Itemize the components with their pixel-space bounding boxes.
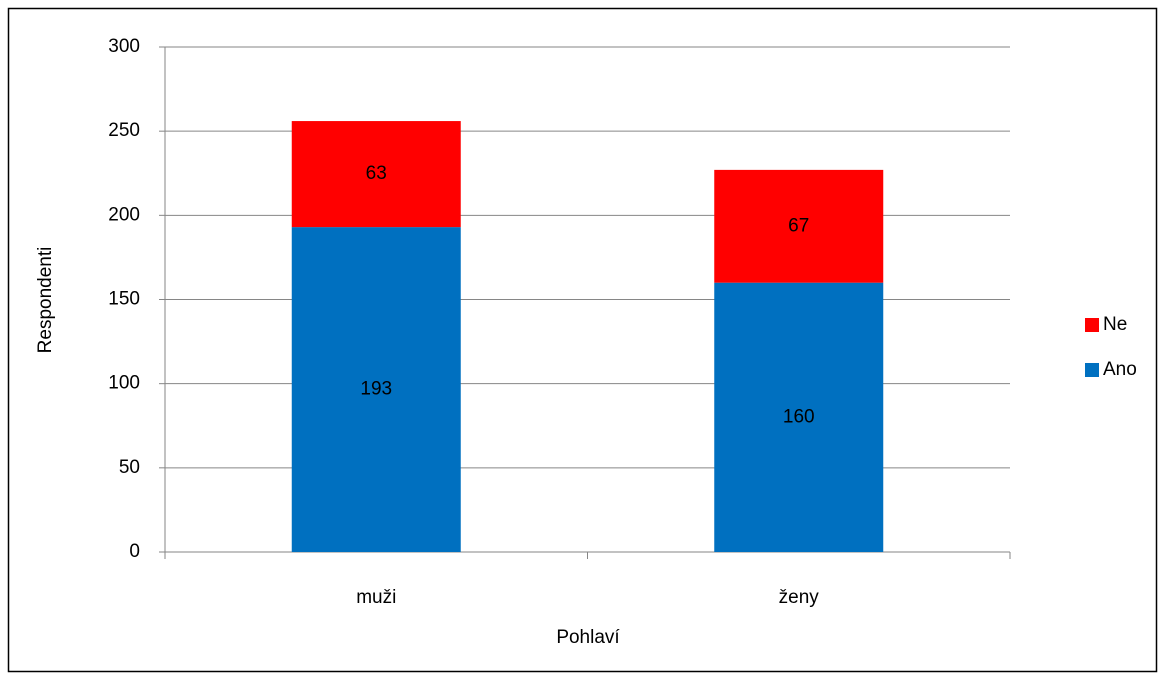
chart-frame bbox=[7, 7, 1158, 673]
legend-label: Ne bbox=[1103, 314, 1127, 335]
bar-segment bbox=[291, 227, 461, 552]
bar-segment bbox=[714, 282, 884, 552]
y-tick-label: 50 bbox=[119, 457, 140, 478]
y-tick-label: 300 bbox=[108, 36, 140, 57]
y-axis-title: Respondenti bbox=[35, 247, 56, 354]
x-tick-label: muži bbox=[356, 587, 396, 608]
bar-segment bbox=[291, 121, 461, 228]
data-label: 193 bbox=[360, 379, 392, 400]
y-tick-label: 200 bbox=[108, 204, 140, 225]
data-label: 160 bbox=[783, 406, 815, 427]
bar-segment bbox=[714, 169, 884, 283]
x-tick-label: ženy bbox=[779, 587, 820, 608]
y-tick-label: 150 bbox=[108, 289, 140, 310]
legend-swatch bbox=[1085, 318, 1099, 332]
data-label: 67 bbox=[788, 215, 809, 236]
y-tick-label: 0 bbox=[129, 541, 140, 562]
y-tick-label: 100 bbox=[108, 373, 140, 394]
x-axis-title: Pohlaví bbox=[556, 627, 620, 648]
legend-swatch bbox=[1085, 363, 1099, 377]
data-label: 63 bbox=[366, 163, 387, 184]
y-tick-label: 250 bbox=[108, 120, 140, 141]
legend-label: Ano bbox=[1103, 359, 1137, 380]
